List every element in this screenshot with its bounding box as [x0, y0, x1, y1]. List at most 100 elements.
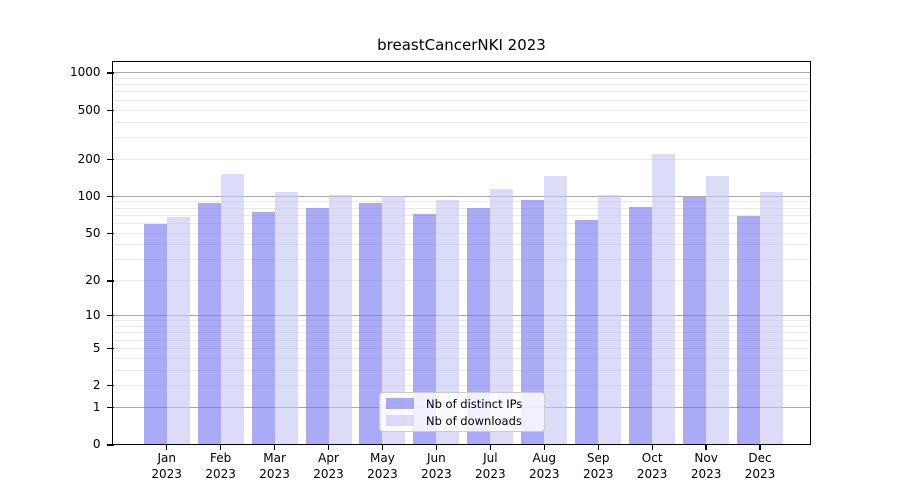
x-tick — [166, 444, 168, 450]
y-tick-label: 2 — [92, 378, 101, 393]
x-tick-label: Feb 2023 — [205, 451, 236, 481]
y-tick-label: 1 — [92, 399, 101, 414]
minor-gridline — [113, 91, 810, 93]
bar-downloads-jun — [436, 200, 460, 445]
minor-gridline — [113, 201, 810, 203]
y-tick — [106, 109, 114, 111]
minor-gridline — [113, 280, 810, 282]
y-tick — [106, 444, 114, 446]
y-tick — [106, 72, 114, 74]
minor-gridline — [113, 325, 810, 327]
y-tick-label: 5 — [92, 340, 101, 355]
x-tick-label: Aug 2023 — [528, 451, 560, 481]
minor-gridline — [113, 347, 810, 349]
bar-ips-dec — [737, 216, 761, 445]
y-tick — [106, 315, 114, 317]
x-tick-label: May 2023 — [367, 451, 398, 481]
x-tick — [273, 444, 276, 450]
x-tick-label: Dec 2023 — [744, 451, 776, 481]
x-tick-label: Jul 2023 — [475, 451, 506, 481]
bar-downloads-feb — [220, 174, 244, 445]
minor-gridline — [113, 84, 810, 86]
x-tick — [327, 444, 330, 450]
x-tick-label: Nov 2023 — [690, 451, 722, 481]
minor-gridline — [113, 99, 810, 101]
bar-downloads-apr — [328, 194, 352, 445]
x-tick — [651, 444, 653, 450]
legend: Nb of distinct IPs Nb of downloads — [379, 392, 545, 432]
x-tick-label: Jun 2023 — [421, 451, 452, 481]
minor-gridline — [113, 339, 810, 341]
x-tick — [759, 444, 761, 450]
legend-swatch-distinct-ips — [386, 398, 414, 409]
legend-swatch-downloads — [386, 415, 414, 426]
minor-gridline — [113, 214, 810, 216]
chart-title: breastCancerNKI 2023 — [377, 36, 546, 54]
x-tick — [381, 444, 384, 450]
x-tick — [705, 444, 707, 450]
major-gridline — [113, 195, 810, 197]
minor-gridline — [113, 259, 810, 261]
y-tick-label: 20 — [85, 273, 101, 288]
x-tick — [489, 444, 491, 450]
y-tick — [106, 280, 114, 282]
bar-downloads-oct — [652, 153, 676, 445]
x-tick-label: Mar 2023 — [259, 451, 290, 481]
minor-gridline — [113, 357, 810, 359]
bar-ips-oct — [629, 206, 653, 445]
bar-ips-jan — [143, 223, 167, 445]
bar-ips-nov — [683, 196, 707, 445]
bar-downloads-may — [382, 195, 406, 445]
y-tick-label: 500 — [77, 102, 101, 117]
minor-gridline — [113, 332, 810, 334]
minor-gridline — [113, 385, 810, 387]
minor-gridline — [113, 244, 810, 246]
minor-gridline — [113, 77, 810, 79]
y-tick — [106, 347, 114, 350]
bar-ips-apr — [305, 208, 329, 445]
y-tick-label: 1000 — [69, 65, 101, 80]
major-gridline — [113, 72, 810, 74]
bar-downloads-sep — [598, 195, 622, 445]
minor-gridline — [113, 121, 810, 123]
bar-ips-aug — [521, 200, 545, 445]
x-tick-label: Apr 2023 — [313, 451, 344, 481]
bar-ips-may — [359, 202, 383, 445]
x-tick — [597, 444, 599, 450]
y-tick — [106, 158, 114, 160]
x-tick — [219, 444, 222, 450]
bar-downloads-jul — [490, 188, 514, 445]
minor-gridline — [113, 369, 810, 371]
y-tick-label: 100 — [77, 188, 101, 203]
minor-gridline — [113, 320, 810, 322]
y-tick-label: 0 — [92, 437, 101, 452]
bar-ips-sep — [575, 220, 599, 445]
x-tick-label: Jan 2023 — [151, 451, 182, 481]
y-tick — [106, 232, 114, 234]
minor-gridline — [113, 136, 810, 138]
minor-gridline — [113, 109, 810, 111]
minor-gridline — [113, 232, 810, 234]
y-tick — [106, 385, 114, 387]
y-tick-label: 50 — [85, 225, 101, 240]
legend-row-downloads: Nb of downloads — [386, 413, 538, 428]
y-tick — [106, 195, 114, 198]
minor-gridline — [113, 158, 810, 160]
bar-downloads-mar — [274, 192, 298, 445]
y-tick — [106, 406, 114, 409]
major-gridline — [113, 315, 810, 317]
legend-label-downloads: Nb of downloads — [426, 413, 522, 428]
legend-label-distinct-ips: Nb of distinct IPs — [426, 396, 523, 411]
x-tick-label: Sep 2023 — [582, 451, 614, 481]
bar-ips-jul — [467, 207, 491, 445]
bar-ips-mar — [251, 211, 275, 445]
bar-ips-jun — [413, 213, 437, 445]
minor-gridline — [113, 207, 810, 209]
y-tick-label: 10 — [85, 308, 101, 323]
bar-downloads-jan — [166, 217, 190, 445]
legend-row-distinct-ips: Nb of distinct IPs — [386, 396, 538, 411]
y-tick-label: 200 — [77, 151, 101, 166]
bar-downloads-nov — [706, 176, 730, 445]
x-tick-label: Oct 2023 — [636, 451, 668, 481]
